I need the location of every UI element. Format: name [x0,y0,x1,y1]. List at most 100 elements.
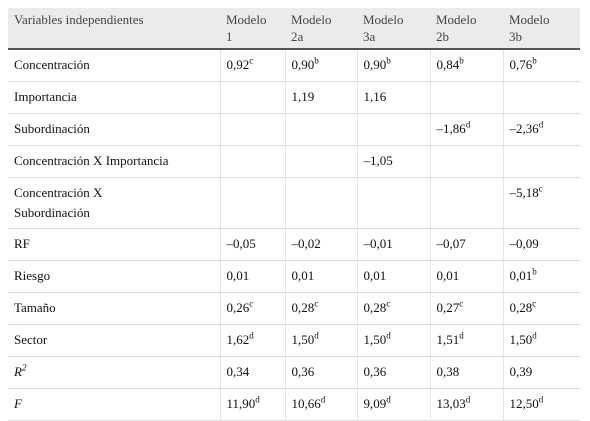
cell-sup: c [249,55,254,66]
cell-value: 1,16 [363,89,387,104]
value-cell: –2,36d [503,113,580,146]
cell-sup: b [314,55,319,66]
row-label: Importancia [8,81,221,114]
cell-value: 10,66 [291,396,321,411]
value-cell: 1,19 [285,81,358,114]
cell-sup: d [465,119,471,130]
value-cell: 10,66d [285,388,358,421]
table-row: Sector 1,62d 1,50d 1,50d 1,51d 1,50d [8,324,580,357]
value-cell: 0,84b [430,49,504,82]
value-cell: 0,90b [285,49,358,82]
header-text: 2b [436,29,449,44]
value-cell: –0,09 [503,228,580,261]
cell-value: 12,50 [509,396,539,411]
value-cell: 0,36 [357,356,431,389]
cell-sup: b [459,55,464,66]
cell-value: 1,50 [509,332,533,347]
table-row: Subordinación –1,86d –2,36d [8,113,580,146]
label-text: Concentración X [14,185,103,200]
value-cell [285,145,358,178]
label-text: Subordinación [14,205,90,220]
label-sup: 2 [21,362,27,373]
value-cell: 0,28c [503,292,580,325]
value-cell: 0,01 [285,260,358,293]
table-row: Concentración 0,92c 0,90b 0,90b 0,84b 0,76b [8,49,580,82]
cell-value: 0,28 [509,300,533,315]
value-cell: 9,09d [357,388,431,421]
value-cell: 0,34 [220,356,286,389]
value-cell: –5,18c [503,177,580,229]
results-table: Variables independientes Modelo 1 Modelo 2a M… [8,8,580,421]
cell-sup: c [314,298,319,309]
value-cell: 0,76b [503,49,580,82]
value-cell [357,177,431,229]
column-header: Modelo 1 [220,8,285,50]
cell-sup: c [249,298,254,309]
value-cell: –0,02 [285,228,358,261]
header-text: 2a [291,29,304,44]
value-cell: 1,16 [357,81,431,114]
value-cell: 0,26c [220,292,286,325]
row-label: Riesgo [8,260,221,293]
value-cell: 0,01b [503,260,580,293]
header-text: Modelo [436,12,477,27]
value-cell: 0,92c [220,49,286,82]
row-label: Concentración X Importancia [8,145,221,178]
column-header: Modelo 2a [285,8,357,50]
cell-value: 0,28 [291,300,315,315]
column-header: Variables independientes [8,8,220,50]
label-text: Sector [14,332,48,347]
column-header: Modelo 3a [357,8,430,50]
value-cell: –0,07 [430,228,504,261]
cell-value: 0,76 [509,57,533,72]
value-cell [430,177,504,229]
column-header: Modelo 3b [503,8,580,50]
value-cell: 1,51d [430,324,504,357]
cell-sup: c [459,298,464,309]
value-cell: 12,50d [503,388,580,421]
value-cell [220,145,286,178]
cell-value: –1,86 [436,121,466,136]
cell-sup: c [386,298,391,309]
cell-sup: d [538,394,544,405]
value-cell: 0,28c [285,292,358,325]
cell-value: 0,39 [509,364,533,379]
value-cell: 0,36 [285,356,358,389]
value-cell: 0,39 [503,356,580,389]
label-text: R [14,364,22,379]
cell-value: –0,05 [226,236,256,251]
header-text: Modelo [226,12,267,27]
row-label: Subordinación [8,113,221,146]
cell-value: 0,01 [509,268,533,283]
value-cell [285,113,358,146]
value-cell [220,177,286,229]
header-text: Modelo [291,12,332,27]
cell-value: 0,36 [363,364,387,379]
cell-value: –5,18 [509,185,539,200]
row-label: Concentración X Subordinación [8,177,221,229]
cell-sup: d [459,330,464,341]
value-cell [285,177,358,229]
cell-value: 0,01 [226,268,250,283]
cell-value: 0,38 [436,364,460,379]
table-row: Importancia 1,19 1,16 [8,81,580,114]
cell-value: 0,84 [436,57,460,72]
cell-sup: b [532,55,537,66]
value-cell: –1,05 [357,145,431,178]
cell-value: 1,19 [291,89,315,104]
row-label: Concentración [8,49,221,82]
row-label: R2 [8,356,221,389]
label-text: Importancia [14,89,77,104]
cell-sup: c [532,298,537,309]
value-cell: 11,90d [220,388,286,421]
cell-value: 1,51 [436,332,460,347]
value-cell [220,113,286,146]
value-cell: 13,03d [430,388,504,421]
cell-sup: d [320,394,326,405]
column-header: Modelo 2b [430,8,503,50]
value-cell: 0,90b [357,49,431,82]
cell-sup: d [249,330,254,341]
cell-sup: c [538,183,543,194]
value-cell: –0,01 [357,228,431,261]
